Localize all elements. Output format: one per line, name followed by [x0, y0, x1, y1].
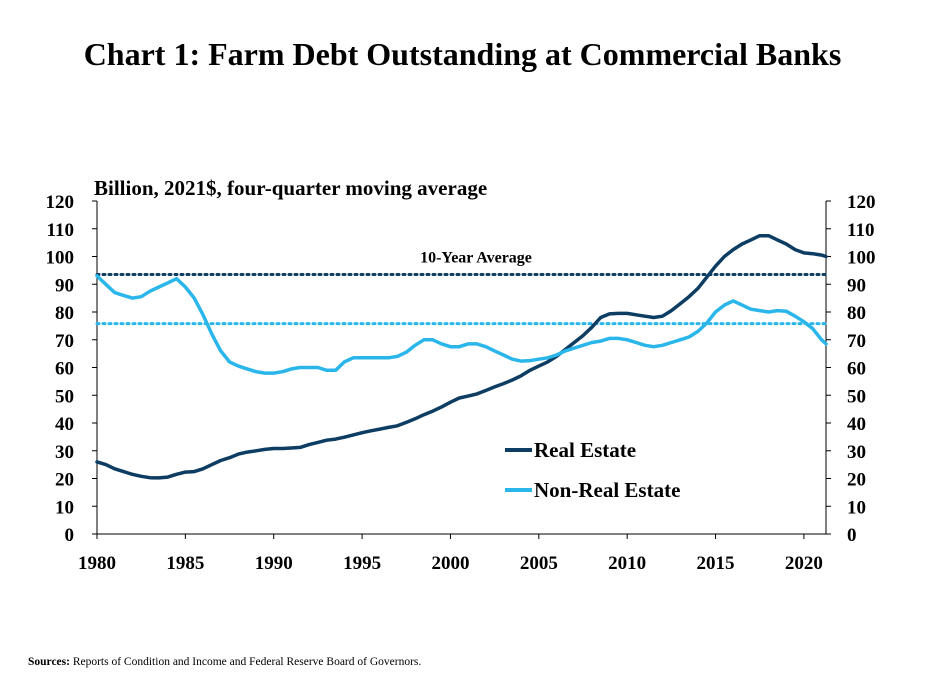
- y-tick-label-right: 40: [847, 414, 866, 435]
- y-tick-label-right: 110: [847, 220, 874, 241]
- series-lines: [95, 233, 828, 480]
- x-tick-label: 1990: [255, 553, 293, 574]
- y-tick-label-left: 120: [46, 192, 75, 213]
- y-tick-label-left: 90: [55, 275, 74, 296]
- y-tick-label-right: 70: [847, 331, 866, 352]
- average-line-label: 10-Year Average: [420, 250, 532, 267]
- y-tick-label-left: 80: [55, 303, 74, 324]
- x-tick-label: 1985: [166, 553, 204, 574]
- y-tick-label-left: 60: [55, 359, 74, 380]
- x-tick-label: 2015: [697, 553, 735, 574]
- y-tick-label-left: 70: [55, 331, 74, 352]
- y-tick-label-right: 50: [847, 386, 866, 407]
- source-note: Sources: Reports of Condition and Income…: [28, 656, 421, 668]
- y-tick-label-right: 0: [847, 525, 857, 546]
- source-label: Sources:: [28, 656, 70, 668]
- y-tick-label-left: 20: [55, 470, 74, 491]
- y-tick-label-left: 30: [55, 442, 74, 463]
- x-tick-label: 1995: [343, 553, 381, 574]
- y-tick-label-right: 10: [847, 497, 866, 518]
- x-tick-label: 1980: [78, 553, 116, 574]
- y-tick-label-left: 0: [65, 525, 75, 546]
- y-tick-label-right: 30: [847, 442, 866, 463]
- legend-label-real-estate: Real Estate: [534, 438, 636, 462]
- real-estate-line: [95, 233, 828, 480]
- y-tick-label-left: 110: [47, 220, 74, 241]
- y-tick-label-left: 100: [46, 248, 75, 269]
- y-tick-label-left: 40: [55, 414, 74, 435]
- non-real-estate-line: [95, 274, 828, 375]
- y-tick-label-right: 120: [847, 192, 876, 213]
- x-tick-label: 2005: [520, 553, 558, 574]
- x-tick-label: 2000: [431, 553, 469, 574]
- legend: Real Estate Non-Real Estate: [505, 438, 680, 502]
- chart-title: Chart 1: Farm Debt Outstanding at Commer…: [83, 36, 842, 72]
- y-tick-label-right: 60: [847, 359, 866, 380]
- x-tick-label: 2010: [608, 553, 646, 574]
- y-tick-label-right: 20: [847, 470, 866, 491]
- legend-label-non-real-estate: Non-Real Estate: [534, 478, 680, 502]
- y-tick-label-right: 90: [847, 275, 866, 296]
- y-tick-label-left: 10: [55, 497, 74, 518]
- y-tick-label-right: 80: [847, 303, 866, 324]
- source-text: Reports of Condition and Income and Fede…: [72, 656, 422, 668]
- y-tick-label-left: 50: [55, 386, 74, 407]
- x-tick-label: 2020: [785, 553, 823, 574]
- y-axis-unit-label: Billion, 2021$, four-quarter moving aver…: [94, 176, 487, 200]
- y-tick-label-right: 100: [847, 248, 876, 269]
